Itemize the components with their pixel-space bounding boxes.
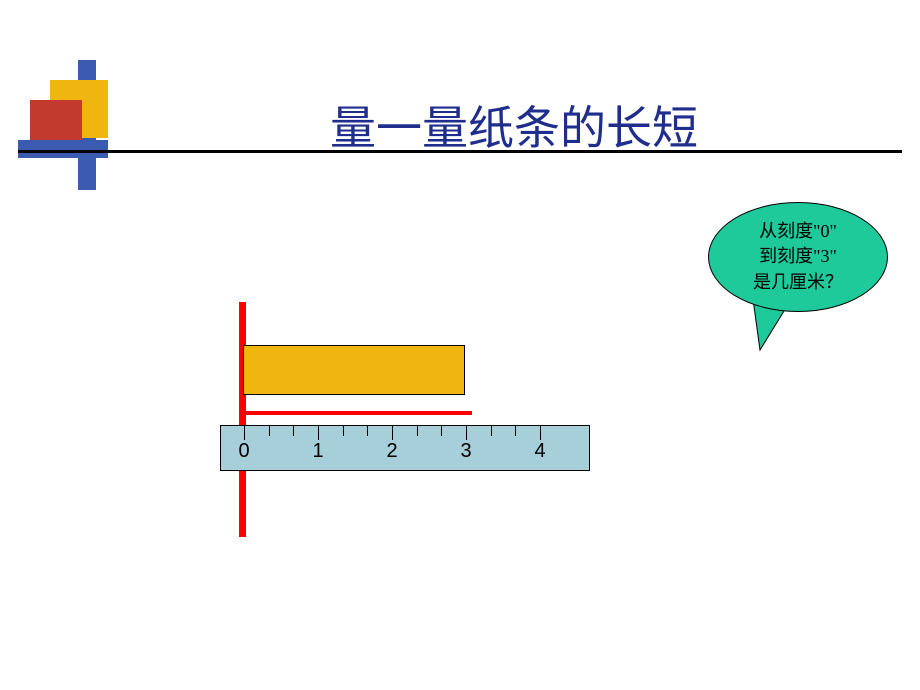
ruler-tick-minor (343, 426, 344, 436)
ruler-tick-minor (417, 426, 418, 436)
ruler-tick-minor (491, 426, 492, 436)
speech-line-2: 到刻度"3" (759, 244, 837, 269)
ruler-tick-minor (293, 426, 294, 436)
speech-line-3: 是几厘米？ (753, 270, 843, 295)
paper-strip (243, 345, 465, 395)
ruler-tick-minor (515, 426, 516, 436)
ruler-tick-minor (269, 426, 270, 436)
ruler-tick-minor (367, 426, 368, 436)
ruler-tick-major (466, 426, 467, 440)
ruler-label: 4 (534, 440, 545, 463)
ruler-tick-major (540, 426, 541, 440)
ruler-label: 2 (386, 440, 397, 463)
ruler-tick-major (244, 426, 245, 440)
speech-bubble: 从刻度"0" 到刻度"3" 是几厘米？ (708, 202, 888, 312)
decor-blue-h (18, 140, 108, 158)
ruler-label: 3 (460, 440, 471, 463)
measure-underline (243, 411, 472, 415)
ruler-label: 1 (312, 440, 323, 463)
slide-stage: 量一量纸条的长短 从刻度"0" 到刻度"3" 是几厘米？ 0 1 2 3 4 (0, 0, 920, 690)
ruler-tick-minor (441, 426, 442, 436)
ruler-tick-major (318, 426, 319, 440)
page-title: 量一量纸条的长短 (330, 92, 698, 158)
ruler-tick-major (392, 426, 393, 440)
zero-guide-vertical (239, 302, 246, 537)
ruler-label: 0 (238, 440, 249, 463)
ruler: 0 1 2 3 4 (220, 425, 590, 471)
speech-line-1: 从刻度"0" (759, 219, 837, 244)
